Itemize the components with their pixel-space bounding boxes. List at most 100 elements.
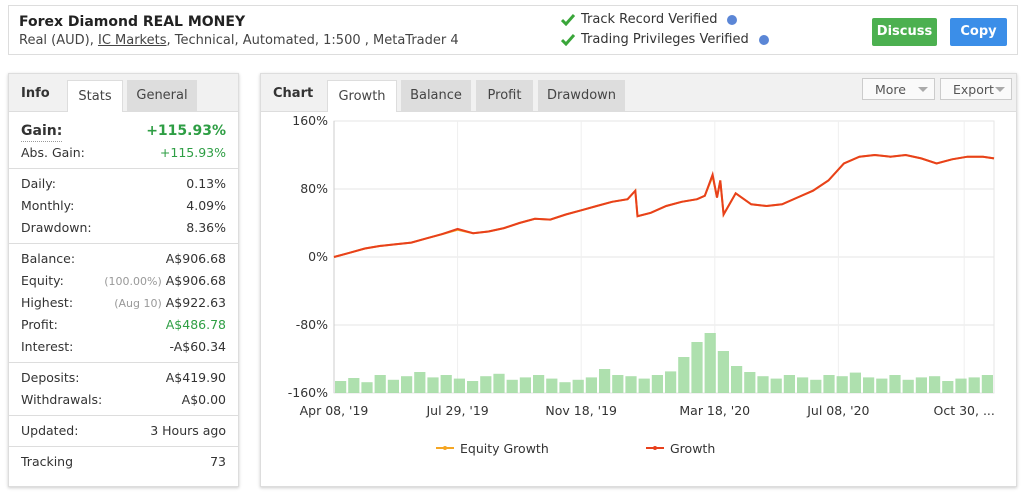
stat-value-wrap: -A$60.34 [169,336,226,358]
stat-label: Gain: [21,120,63,142]
stat-label: Updated: [21,423,79,438]
panel-heading: Info [21,86,50,101]
tab[interactable]: Profit [476,80,533,111]
verified-item: Trading Privileges Verified [561,32,769,47]
stats-row: Gain: +115.93% [21,120,226,142]
stat-value: +115.93% [146,123,226,139]
stats-row: Balance: A$906.68 [21,248,226,270]
x-tick-label: Apr 08, '19 [300,403,369,418]
y-tick-label: 0% [308,249,328,264]
activity-bar [876,378,888,393]
stat-value: 3 Hours ago [150,423,226,438]
stat-value: A$486.78 [165,317,226,332]
stat-value-wrap: +115.93% [160,142,226,164]
stat-value-wrap: 73 [210,451,226,473]
x-tick-label: Jul 29, '19 [425,403,488,418]
activity-bar [612,375,624,393]
stat-value-wrap: (100.00%) A$906.68 [104,270,226,292]
activity-bar [480,376,492,393]
stats-row: Profit: A$486.78 [21,314,226,336]
panel-heading: Chart [273,86,314,101]
verified-item: Track Record Verified [561,12,738,27]
verified-text: Track Record Verified [581,12,718,27]
activity-bar [427,377,439,393]
copy-button[interactable]: Copy [950,18,1007,46]
stats-group: Tracking 73 [9,446,238,477]
stats-row: Tracking 73 [21,451,226,473]
stat-value-wrap: A$419.90 [166,367,226,389]
stats-group: Deposits: A$419.90 Withdrawals: A$0.00 [9,362,238,415]
system-title: Forex Diamond REAL MONEY [19,14,246,30]
y-tick-label: -80% [296,317,328,332]
activity-bar [691,342,703,393]
activity-bar [493,373,505,393]
tab[interactable]: Growth [327,80,397,112]
stat-label: Balance: [21,251,76,266]
export-menu[interactable]: Export [940,78,1012,100]
activity-bar [572,379,584,393]
stat-label: Equity: [21,273,64,288]
help-icon[interactable] [758,34,769,45]
stat-value-wrap: 3 Hours ago [150,420,226,442]
legend-marker [653,446,657,450]
y-tick-label: 80% [300,181,328,196]
stats-row: Deposits: A$419.90 [21,367,226,389]
tab-bar: Info Stats General [9,74,238,112]
activity-bar [559,382,571,393]
activity-bar [797,377,809,393]
stat-value-wrap: 8.36% [186,217,226,239]
activity-bar [585,377,597,393]
stat-value: -A$60.34 [169,339,226,354]
activity-bar [546,378,558,393]
stat-value: +115.93% [159,145,226,160]
activity-bar [810,379,822,393]
stat-label: Drawdown: [21,220,92,235]
x-tick-label: Nov 18, '19 [545,403,617,418]
tab[interactable]: Drawdown [538,80,625,111]
stat-label: Deposits: [21,370,80,385]
stat-value-wrap: (Aug 10) A$922.63 [114,292,226,314]
stat-value: A$906.68 [165,251,226,266]
header: Forex Diamond REAL MONEY Real (AUD), IC … [8,5,1018,55]
check-icon [561,13,575,26]
activity-bar [599,369,611,393]
activity-bar [335,381,347,393]
activity-bar [836,376,848,393]
activity-bar [387,379,399,393]
more-menu[interactable]: More [862,78,935,100]
stats-row: Highest: (Aug 10) A$922.63 [21,292,226,314]
x-tick-label: Oct 30, ... [934,403,995,418]
activity-bar [506,379,518,393]
activity-bar [929,376,941,393]
activity-bar [625,376,637,393]
activity-bar [770,378,782,393]
activity-bar [955,378,967,393]
stats-row: Abs. Gain: +115.93% [21,142,226,164]
tab[interactable]: Balance [401,80,471,111]
stats-group: Daily: 0.13% Monthly: 4.09% Drawdown: 8.36% [9,168,238,243]
activity-bar [757,376,769,393]
stat-label: Withdrawals: [21,392,103,407]
activity-bar [704,333,716,393]
broker-link[interactable]: IC Markets [97,33,167,48]
stat-note: (Aug 10) [114,297,162,310]
discuss-button[interactable]: Discuss [872,18,937,46]
tab[interactable]: General [127,80,197,111]
activity-bar [414,372,426,393]
activity-bar [361,382,373,393]
stat-value: 8.36% [186,220,226,235]
stats-group: Gain: +115.93% Abs. Gain: +115.93% [9,112,238,168]
stat-label: Tracking [21,454,74,469]
tab[interactable]: Stats [67,80,123,112]
stats-row: Daily: 0.13% [21,173,226,195]
stat-label: Abs. Gain: [21,145,85,160]
help-icon[interactable] [727,14,738,25]
subtitle-text: Real (AUD), [19,33,98,48]
stat-note: (100.00%) [104,275,162,288]
stats-list: Gain: +115.93% Abs. Gain: +115.93% Daily: 0.1… [9,112,238,477]
legend-marker [443,446,447,450]
y-tick-label: -160% [288,385,328,400]
tab-bar: Chart Growth Balance Profit Drawdown Mor… [261,74,1016,112]
stats-row: Interest: -A$60.34 [21,336,226,358]
